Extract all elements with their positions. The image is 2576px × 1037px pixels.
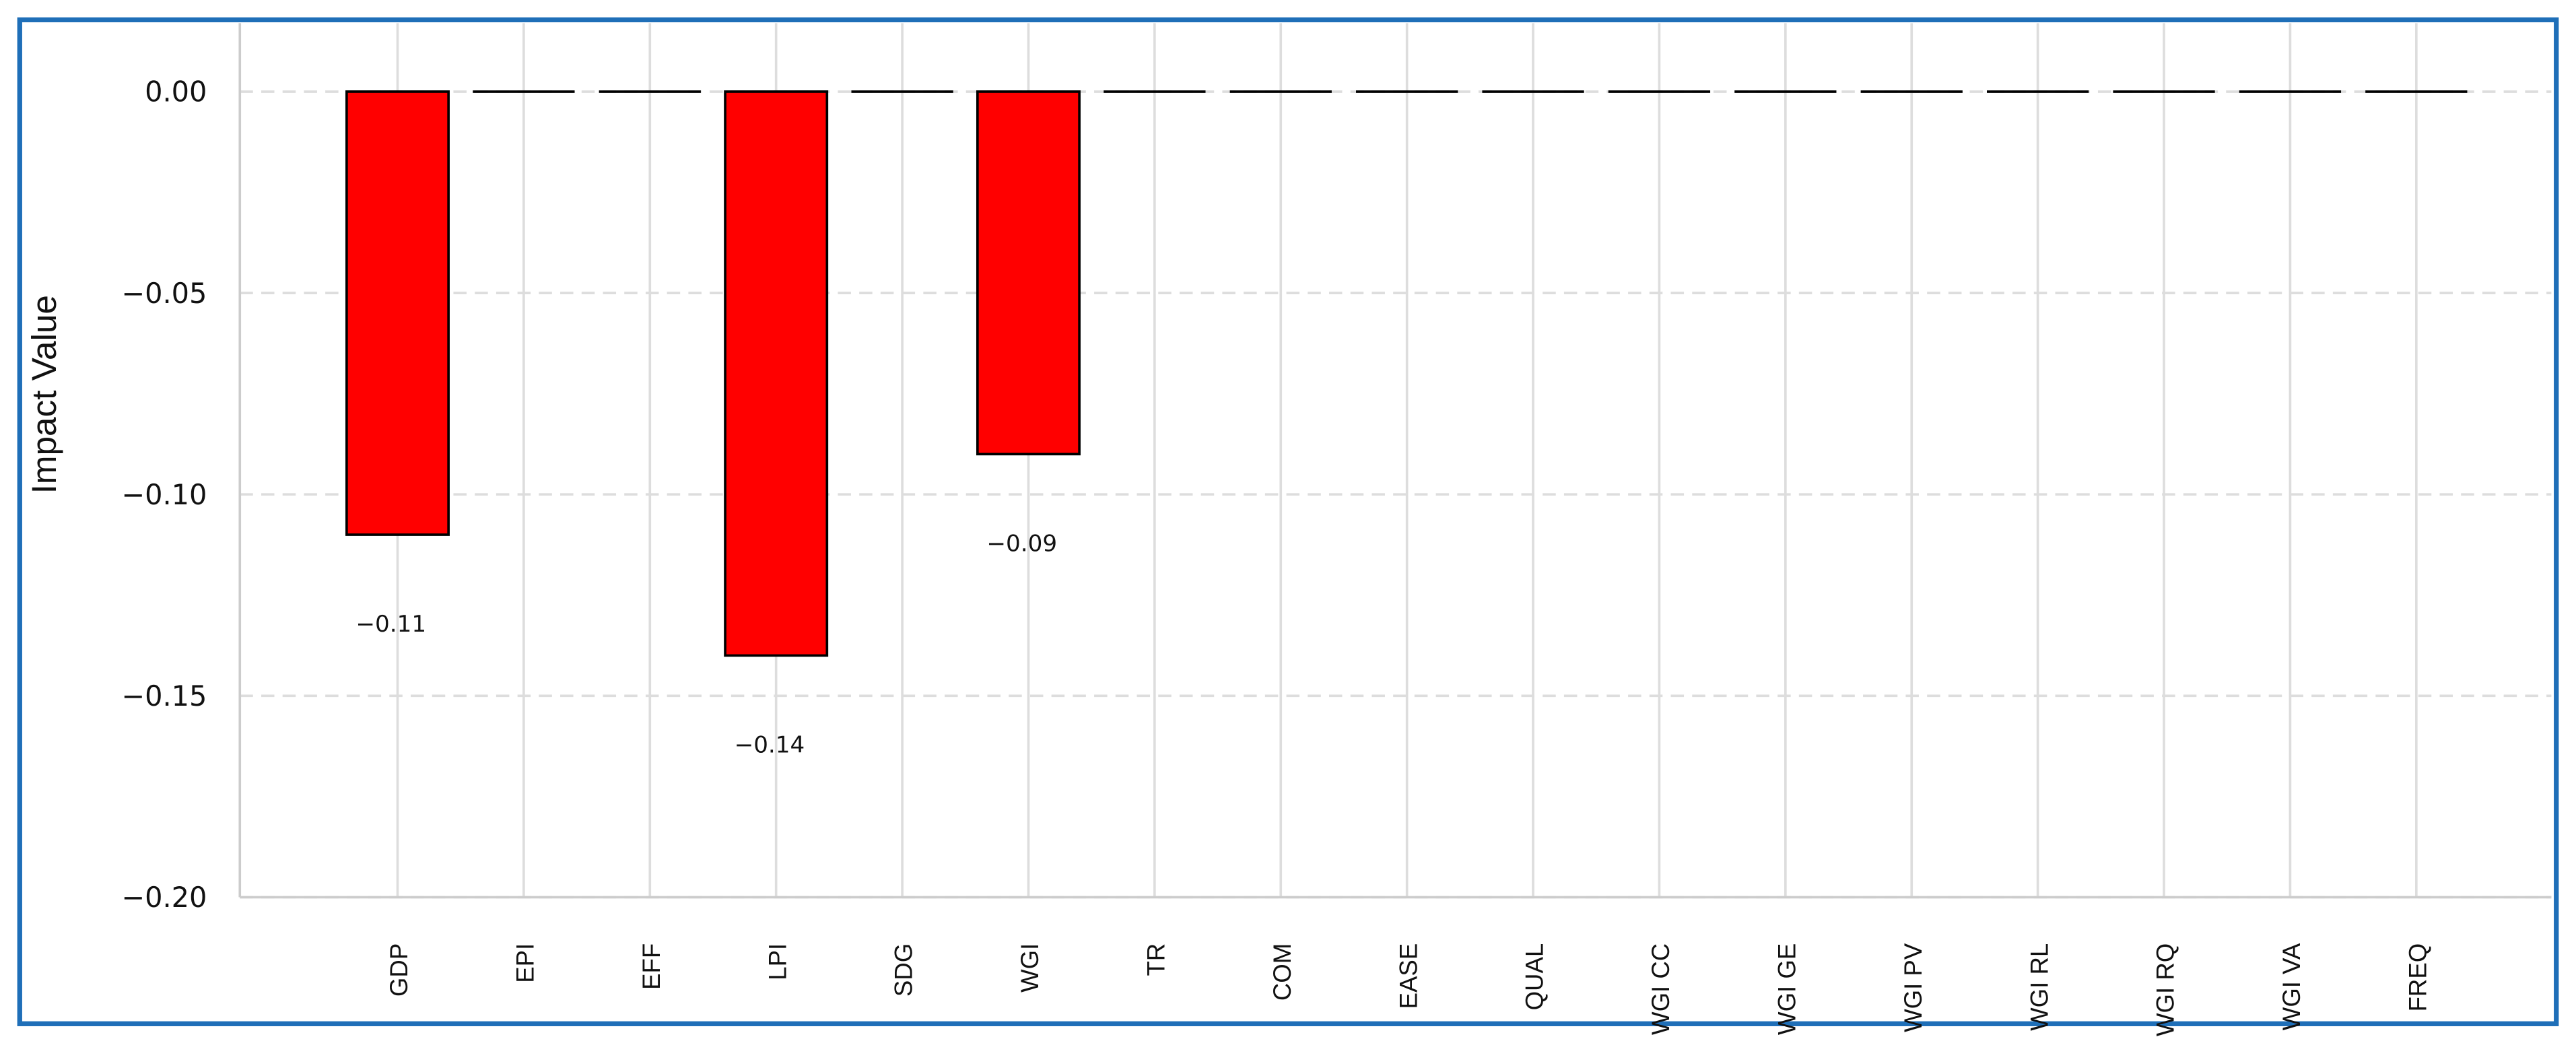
x-tick-label: EFF — [638, 943, 665, 990]
marks — [345, 90, 2468, 657]
y-tick-label: −0.15 — [121, 679, 207, 712]
x-tick-label: WGI RQ — [2152, 943, 2179, 1036]
bar — [976, 90, 1081, 456]
y-tick-label: 0.00 — [145, 75, 207, 108]
value-label: −0.14 — [735, 731, 805, 758]
x-tick-label: WGI VA — [2278, 943, 2305, 1030]
x-tick-label: QUAL — [1521, 943, 1549, 1011]
x-tick-label: WGI CC — [1647, 943, 1674, 1035]
bar — [724, 90, 829, 657]
value-label: −0.11 — [355, 611, 426, 638]
bar — [345, 90, 450, 536]
x-tick-label: GDP — [385, 943, 413, 997]
y-tick-label: −0.20 — [121, 881, 207, 914]
x-tick-label: TR — [1143, 943, 1170, 976]
x-tick-label: WGI GE — [1773, 943, 1800, 1035]
x-tick-label: COM — [1268, 943, 1296, 1001]
x-tick-label: WGI RL — [2025, 943, 2053, 1031]
value-label: −0.09 — [986, 530, 1057, 557]
x-tick-label: WGI — [1016, 943, 1044, 993]
y-tick-label: −0.05 — [121, 277, 207, 310]
x-tick-label: EASE — [1394, 943, 1422, 1009]
y-tick-label: −0.10 — [121, 478, 207, 511]
y-axis-label: Impact Value — [25, 295, 63, 494]
grid — [240, 23, 2552, 899]
frame — [17, 17, 2559, 1026]
x-tick-label: EPI — [512, 943, 539, 983]
x-tick-label: SDG — [890, 943, 918, 997]
x-tick-label: WGI PV — [1899, 943, 1927, 1032]
x-tick-label: LPI — [764, 943, 791, 980]
x-tick-label: FREQ — [2404, 943, 2431, 1012]
